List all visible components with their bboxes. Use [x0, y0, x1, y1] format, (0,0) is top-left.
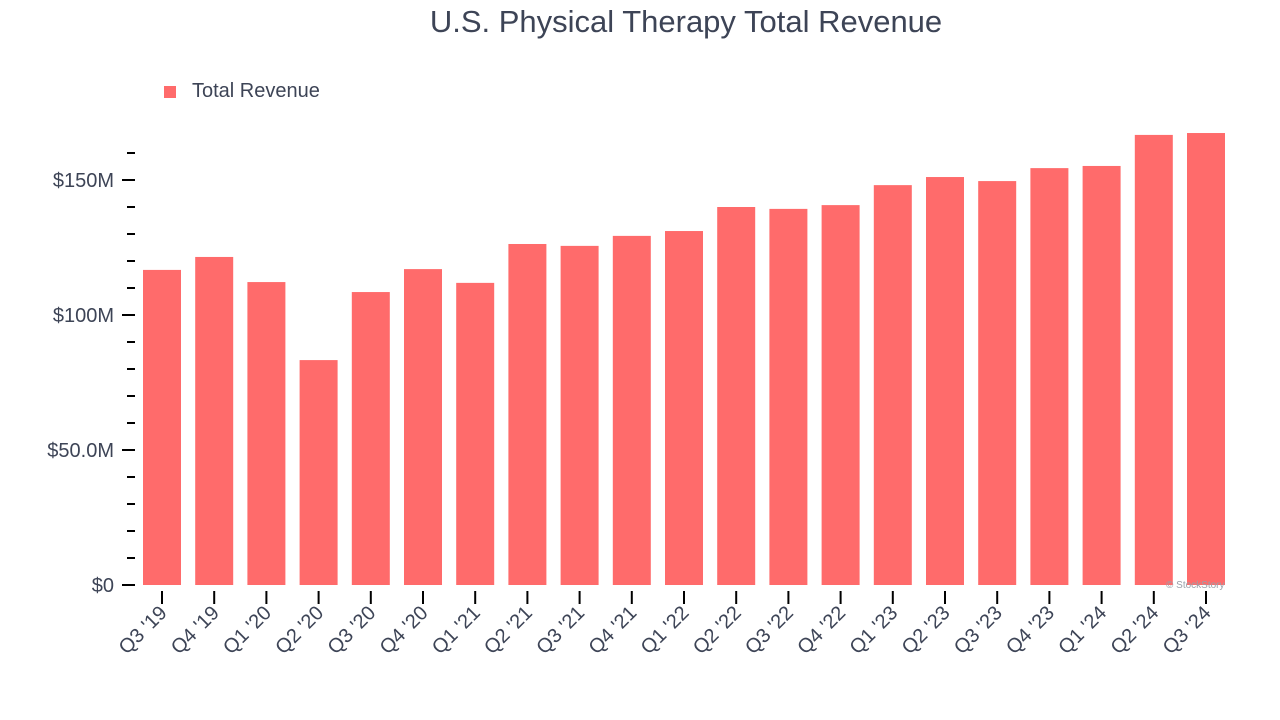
x-tick-label: Q3 '21	[532, 602, 589, 659]
bar	[769, 208, 808, 585]
x-tick-label: Q2 '23	[898, 602, 955, 659]
bar	[508, 243, 547, 586]
y-tick-label: $150M	[53, 170, 114, 192]
x-tick-label: Q2 '21	[480, 602, 537, 659]
bar	[247, 282, 286, 585]
legend-swatch	[164, 85, 176, 98]
bar	[195, 256, 234, 585]
bar	[978, 181, 1017, 585]
bar	[560, 245, 599, 585]
x-tick-label: Q3 '20	[324, 602, 381, 659]
bar	[351, 292, 390, 585]
y-tick-label: $50.0M	[47, 440, 114, 462]
x-tick-label: Q4 '21	[585, 602, 642, 659]
bar	[717, 207, 756, 585]
bar	[873, 185, 912, 585]
bar	[143, 269, 181, 585]
bar	[299, 360, 338, 585]
bar	[612, 235, 651, 585]
x-tick-label: Q4 '23	[1002, 602, 1059, 659]
watermark: © StockStory	[1166, 580, 1225, 591]
y-tick-label: $100M	[53, 305, 114, 327]
legend: Total Revenue	[164, 80, 320, 103]
x-tick-label: Q3 '24	[1159, 602, 1216, 659]
x-tick-label: Q4 '20	[376, 602, 433, 659]
x-tick-label: Q3 '23	[950, 602, 1007, 659]
bar	[1134, 134, 1173, 585]
x-tick-label: Q2 '24	[1107, 602, 1164, 659]
x-tick-label: Q3 '22	[741, 602, 798, 659]
bar	[1082, 165, 1121, 585]
bar	[456, 282, 495, 585]
x-tick-label: Q1 '20	[219, 602, 276, 659]
x-tick-label: Q4 '19	[167, 602, 224, 659]
x-tick-label: Q1 '23	[846, 602, 903, 659]
x-tick-label: Q1 '24	[1054, 602, 1111, 659]
bar	[926, 177, 964, 585]
legend-label: Total Revenue	[192, 80, 320, 102]
chart-title: U.S. Physical Therapy Total Revenue	[429, 4, 943, 39]
x-tick-label: Q4 '22	[793, 602, 850, 659]
x-tick-label: Q1 '21	[428, 602, 485, 659]
bar	[1187, 133, 1225, 585]
bar	[821, 205, 860, 586]
x-tick-label: Q3 '19	[115, 602, 172, 659]
x-tick-label: Q2 '20	[271, 602, 328, 659]
x-tick-label: Q2 '22	[689, 602, 746, 659]
x-tick-label: Q1 '22	[637, 602, 694, 659]
bar	[404, 269, 442, 585]
y-tick-label: $0	[92, 575, 114, 597]
bar	[1030, 168, 1069, 585]
bar	[665, 231, 703, 585]
